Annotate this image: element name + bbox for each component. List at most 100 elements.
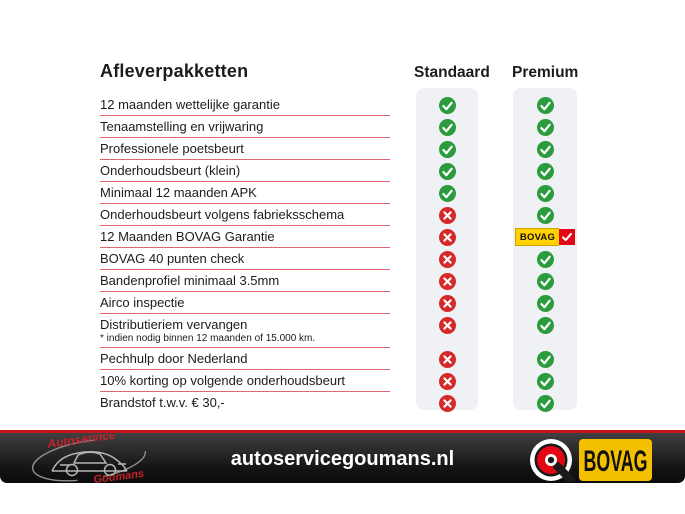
feature-label-cell: Professionele poetsbeurt (100, 138, 390, 160)
feature-table: 12 maanden wettelijke garantie Tenaamste… (0, 94, 685, 414)
standaard-cell (416, 116, 478, 138)
feature-label: 12 Maanden BOVAG Garantie (100, 229, 275, 244)
table-row: Pechhulp door Nederland (0, 348, 685, 370)
feature-label: 12 maanden wettelijke garantie (100, 97, 280, 112)
feature-label: Minimaal 12 maanden APK (100, 185, 257, 200)
check-icon (438, 162, 456, 180)
standaard-cell (416, 348, 478, 370)
cross-icon (438, 228, 456, 246)
table-row: Onderhoudsbeurt (klein) (0, 160, 685, 182)
standaard-cell (416, 248, 478, 270)
bovag-badge-check-icon (559, 229, 576, 245)
premium-cell (513, 116, 577, 138)
check-icon (536, 272, 554, 290)
standaard-cell (416, 314, 478, 336)
cross-icon (438, 350, 456, 368)
cross-icon (438, 206, 456, 224)
bovag-garantie-badge: BOVAG (514, 228, 576, 246)
standaard-cell (416, 160, 478, 182)
table-row: Professionele poetsbeurt (0, 138, 685, 160)
footer-bar: Autoservice Goumans autoservicegoumans.n… (0, 428, 685, 486)
check-icon (536, 162, 554, 180)
table-row: Brandstof t.w.v. € 30,- (0, 392, 685, 414)
premium-cell (513, 248, 577, 270)
standaard-cell (416, 270, 478, 292)
feature-label-cell: Minimaal 12 maanden APK (100, 182, 390, 204)
cross-icon (438, 372, 456, 390)
table-row: 10% korting op volgende onderhoudsbeurt (0, 370, 685, 392)
table-row: BOVAG 40 punten check (0, 248, 685, 270)
car-sketch-icon (51, 451, 128, 477)
cross-icon (438, 250, 456, 268)
premium-cell (513, 94, 577, 116)
check-icon (536, 294, 554, 312)
column-header-standaard: Standaard (414, 64, 490, 81)
feature-label-cell: 10% korting op volgende onderhoudsbeurt (100, 370, 390, 392)
feature-label-cell: Pechhulp door Nederland (100, 348, 390, 370)
feature-label-cell: BOVAG 40 punten check (100, 248, 390, 270)
standaard-cell (416, 226, 478, 248)
feature-label: Brandstof t.w.v. € 30,- (100, 395, 225, 410)
check-icon (536, 206, 554, 224)
feature-label-cell: Tenaamstelling en vrijwaring (100, 116, 390, 138)
table-row: Airco inspectie (0, 292, 685, 314)
check-icon (438, 118, 456, 136)
standaard-cell (416, 138, 478, 160)
check-icon (536, 118, 554, 136)
feature-label: Onderhoudsbeurt (klein) (100, 163, 241, 178)
cross-icon (438, 272, 456, 290)
premium-cell (513, 182, 577, 204)
check-icon (536, 350, 554, 368)
check-icon (536, 372, 554, 390)
premium-cell (513, 160, 577, 182)
feature-label-cell: 12 Maanden BOVAG Garantie (100, 226, 390, 248)
premium-cell: BOVAG (513, 226, 577, 248)
check-icon (536, 250, 554, 268)
check-icon (438, 96, 456, 114)
cross-icon (438, 316, 456, 334)
check-icon (536, 316, 554, 334)
standaard-cell (416, 292, 478, 314)
feature-label: Distributieriem vervangen (100, 317, 248, 332)
feature-label-cell: Bandenprofiel minimaal 3.5mm (100, 270, 390, 292)
table-row: 12 Maanden BOVAG Garantie BOVAG (0, 226, 685, 248)
premium-cell (513, 392, 577, 414)
standaard-cell (416, 392, 478, 414)
table-row: Tenaamstelling en vrijwaring (0, 116, 685, 138)
table-row: 12 maanden wettelijke garantie (0, 94, 685, 116)
page-title: Afleverpakketten (100, 61, 249, 81)
feature-label: BOVAG 40 punten check (100, 251, 245, 266)
premium-cell (513, 292, 577, 314)
check-icon (536, 184, 554, 202)
standaard-cell (416, 182, 478, 204)
feature-label-cell: Onderhoudsbeurt volgens fabrieksschema (100, 204, 390, 226)
standaard-cell (416, 204, 478, 226)
standaard-cell (416, 94, 478, 116)
cross-icon (438, 294, 456, 312)
premium-cell (513, 204, 577, 226)
feature-label: Bandenprofiel minimaal 3.5mm (100, 273, 280, 288)
feature-label: Pechhulp door Nederland (100, 351, 248, 366)
column-header-premium: Premium (512, 64, 579, 81)
feature-label-cell: Distributieriem vervangen * indien nodig… (100, 314, 390, 348)
table-row: Minimaal 12 maanden APK (0, 182, 685, 204)
table-row: Onderhoudsbeurt volgens fabrieksschema (0, 204, 685, 226)
check-icon (536, 394, 554, 412)
feature-label: 10% korting op volgende onderhoudsbeurt (100, 373, 346, 388)
check-icon (536, 96, 554, 114)
bovag-logo: BOVAG (529, 438, 653, 487)
autoservice-goumans-logo: Autoservice Goumans (26, 428, 152, 491)
feature-label-cell: Brandstof t.w.v. € 30,- (100, 392, 390, 414)
feature-label: Professionele poetsbeurt (100, 141, 244, 156)
cross-icon (438, 394, 456, 412)
table-row: Distributieriem vervangen * indien nodig… (0, 314, 685, 348)
feature-label-cell: Onderhoudsbeurt (klein) (100, 160, 390, 182)
feature-note: * indien nodig binnen 12 maanden of 15.0… (100, 333, 316, 344)
feature-label-cell: Airco inspectie (100, 292, 390, 314)
bovag-badge-label: BOVAG (514, 228, 560, 246)
premium-cell (513, 138, 577, 160)
premium-cell (513, 314, 577, 336)
feature-label: Airco inspectie (100, 295, 185, 310)
premium-cell (513, 348, 577, 370)
